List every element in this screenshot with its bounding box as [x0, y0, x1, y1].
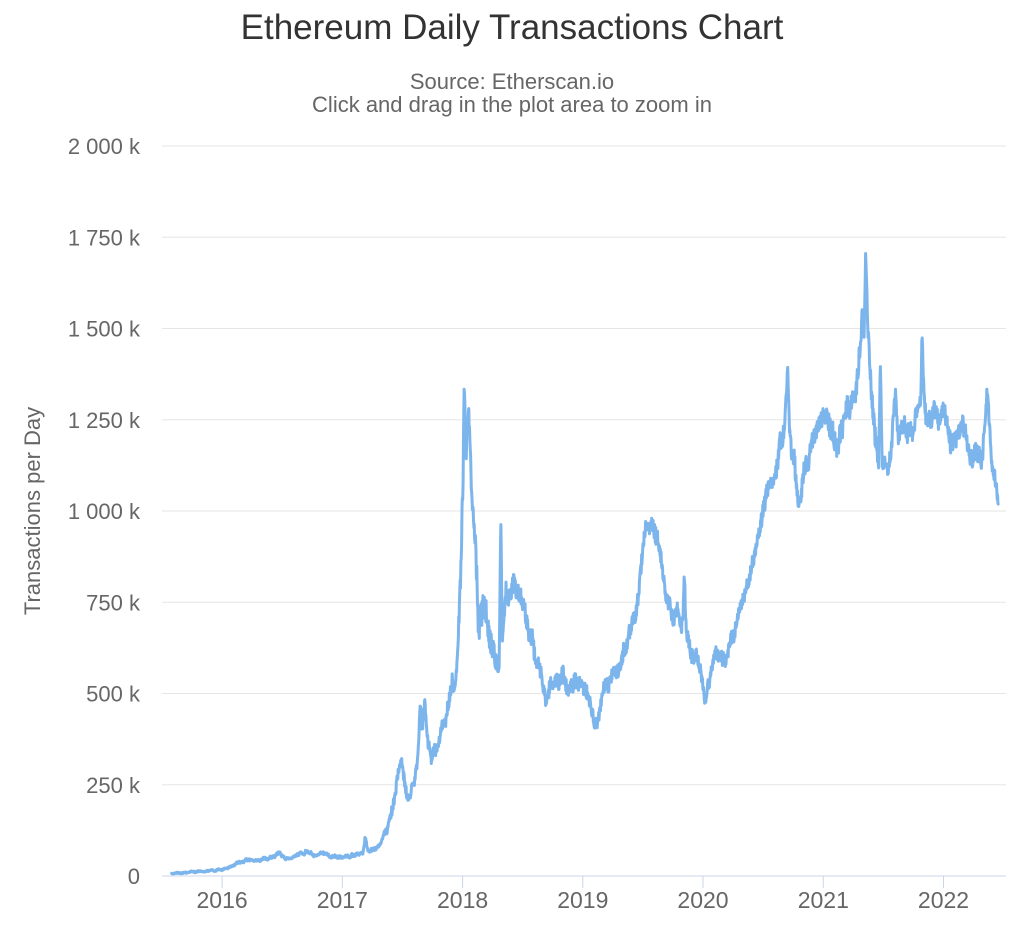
- y-tick-label: 750 k: [86, 590, 141, 615]
- chart-title: Ethereum Daily Transactions Chart: [240, 8, 784, 47]
- plot-area[interactable]: [162, 146, 1006, 876]
- y-tick-label: 1 750 k: [68, 225, 141, 250]
- y-tick-label: 500 k: [86, 682, 141, 707]
- x-tick-label: 2019: [557, 887, 608, 913]
- y-tick-label: 1 250 k: [68, 408, 141, 433]
- chart-zoom-hint-line: Click and drag in the plot area to zoom …: [312, 91, 712, 117]
- x-tick-label: 2016: [197, 887, 248, 913]
- x-tick-label: 2020: [677, 887, 728, 913]
- x-tick-label: 2017: [317, 887, 368, 913]
- x-tick-label: 2021: [798, 887, 849, 913]
- chart-subtitle: Source: Etherscan.io Click and drag in t…: [0, 69, 1024, 117]
- x-tick-label: 2018: [437, 887, 488, 913]
- y-tick-label: 2 000 k: [68, 134, 141, 159]
- x-tick-label: 2022: [918, 887, 969, 913]
- chart-source-line: Source: Etherscan.io: [409, 69, 615, 94]
- y-tick-label: 250 k: [86, 773, 141, 798]
- y-tick-label: 0: [128, 864, 140, 889]
- y-tick-label: 1 000 k: [68, 499, 141, 524]
- series-line: [170, 252, 1000, 876]
- y-tick-label: 1 500 k: [68, 317, 141, 342]
